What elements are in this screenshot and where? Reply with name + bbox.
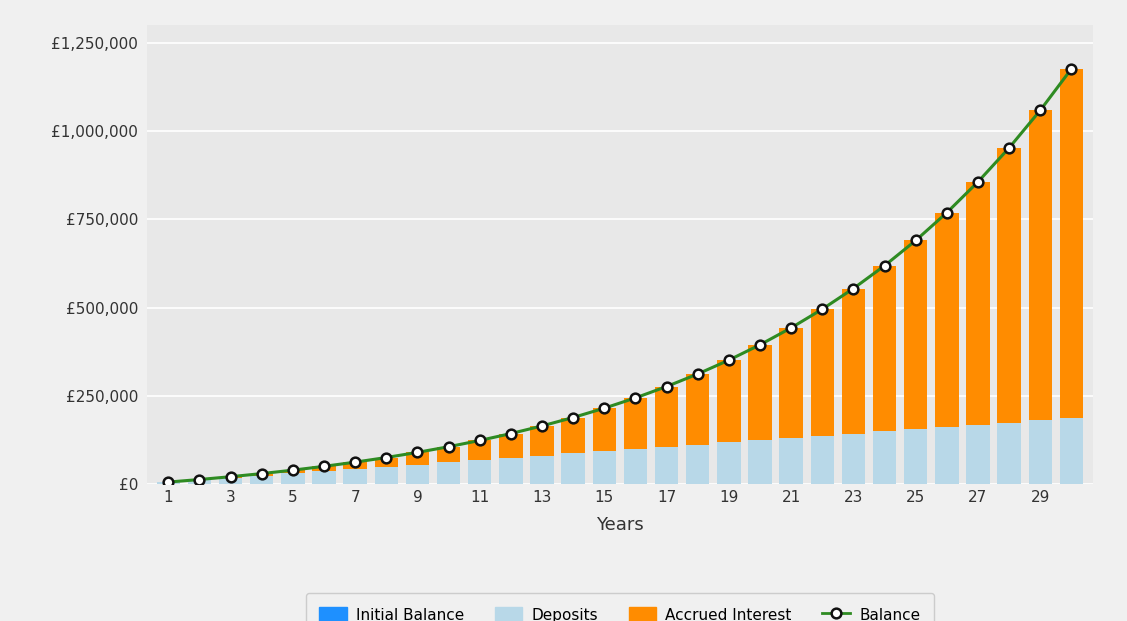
Bar — [623, 398, 647, 449]
Bar — [219, 478, 242, 484]
Bar — [593, 408, 616, 451]
Bar — [593, 451, 616, 484]
Bar — [780, 328, 802, 438]
Bar — [282, 473, 304, 484]
Bar — [250, 474, 274, 476]
Bar — [810, 436, 834, 484]
Bar — [935, 427, 958, 484]
Bar — [997, 148, 1021, 423]
Bar — [623, 449, 647, 484]
Bar — [561, 453, 585, 484]
Bar — [842, 433, 866, 484]
Bar — [686, 374, 709, 445]
Bar — [344, 469, 366, 484]
Bar — [499, 458, 523, 484]
Bar — [842, 289, 866, 433]
Bar — [1029, 111, 1051, 420]
Bar — [561, 417, 585, 453]
Bar — [966, 182, 990, 425]
Bar — [312, 471, 336, 484]
Bar — [717, 360, 740, 443]
Bar — [531, 456, 553, 484]
Bar — [406, 465, 429, 484]
Bar — [1029, 420, 1051, 484]
Bar — [157, 482, 180, 484]
Bar — [1059, 418, 1083, 484]
Bar — [499, 433, 523, 458]
Bar — [374, 467, 398, 484]
Bar — [686, 445, 709, 484]
Bar — [468, 440, 491, 460]
Bar — [219, 477, 242, 478]
Bar — [374, 458, 398, 467]
Bar — [966, 425, 990, 484]
Bar — [873, 432, 896, 484]
Bar — [406, 452, 429, 465]
Bar — [250, 476, 274, 484]
Bar — [997, 423, 1021, 484]
Bar — [904, 240, 928, 429]
Bar — [344, 462, 366, 469]
Legend: Initial Balance, Deposits, Accrued Interest, Balance: Initial Balance, Deposits, Accrued Inter… — [305, 593, 934, 621]
Bar — [748, 440, 772, 484]
Bar — [655, 447, 678, 484]
Bar — [904, 429, 928, 484]
Bar — [282, 470, 304, 473]
Bar — [810, 309, 834, 436]
Bar — [437, 462, 460, 484]
Bar — [780, 438, 802, 484]
Bar — [935, 212, 958, 427]
Bar — [188, 480, 211, 484]
Bar — [748, 345, 772, 440]
Bar — [468, 460, 491, 484]
Bar — [437, 446, 460, 462]
Bar — [873, 266, 896, 432]
Bar — [717, 443, 740, 484]
X-axis label: Years: Years — [596, 516, 644, 534]
Bar — [531, 426, 553, 456]
Bar — [1059, 69, 1083, 418]
Bar — [655, 386, 678, 447]
Bar — [312, 466, 336, 471]
